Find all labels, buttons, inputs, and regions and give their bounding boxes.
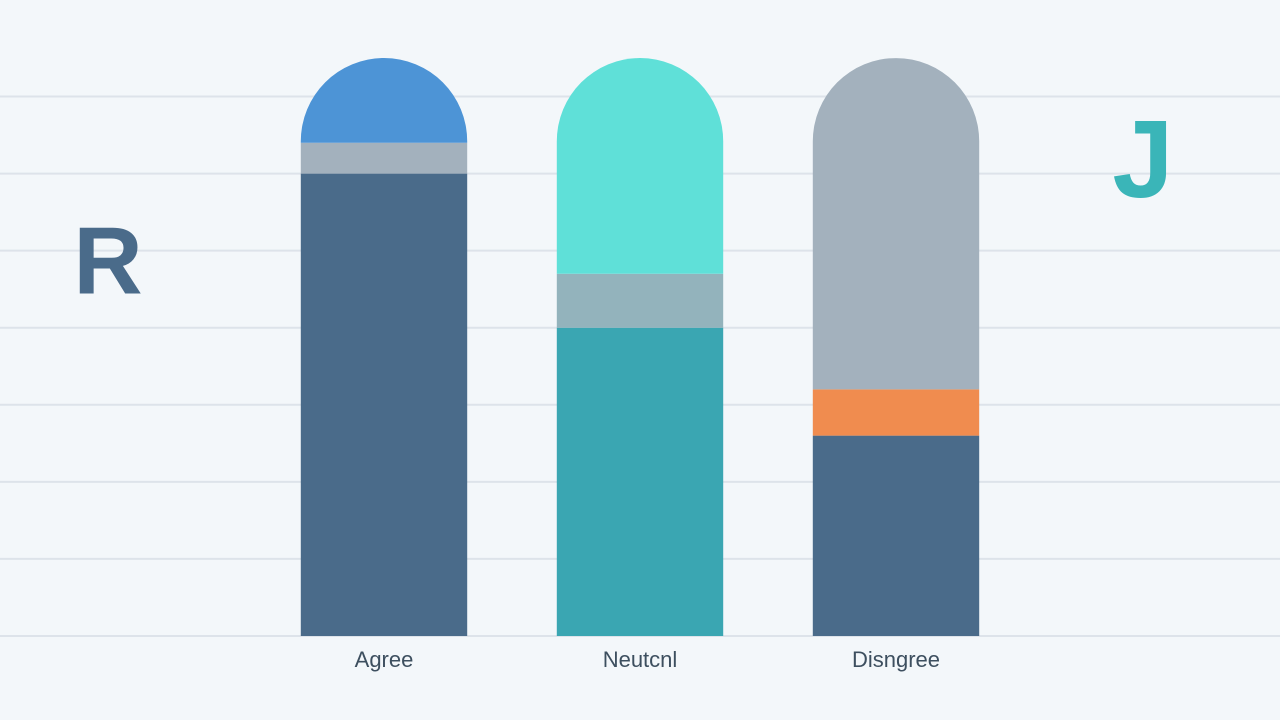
- bar-segment: [812, 58, 980, 390]
- bar-segment: [300, 57, 468, 143]
- bar-segment: [300, 173, 468, 636]
- bar-segment: [300, 142, 468, 174]
- category-label: Neutcnl: [603, 647, 678, 672]
- bar-segment: [556, 273, 724, 328]
- logo-letter: J: [1112, 98, 1173, 221]
- logo-letter: R: [73, 207, 142, 314]
- category-label: Agree: [355, 647, 414, 672]
- bar-segment: [556, 327, 724, 636]
- bar-segment: [556, 58, 724, 274]
- category-label: Disngree: [852, 647, 940, 672]
- bar-segment: [812, 435, 980, 636]
- bar-segment: [812, 389, 980, 436]
